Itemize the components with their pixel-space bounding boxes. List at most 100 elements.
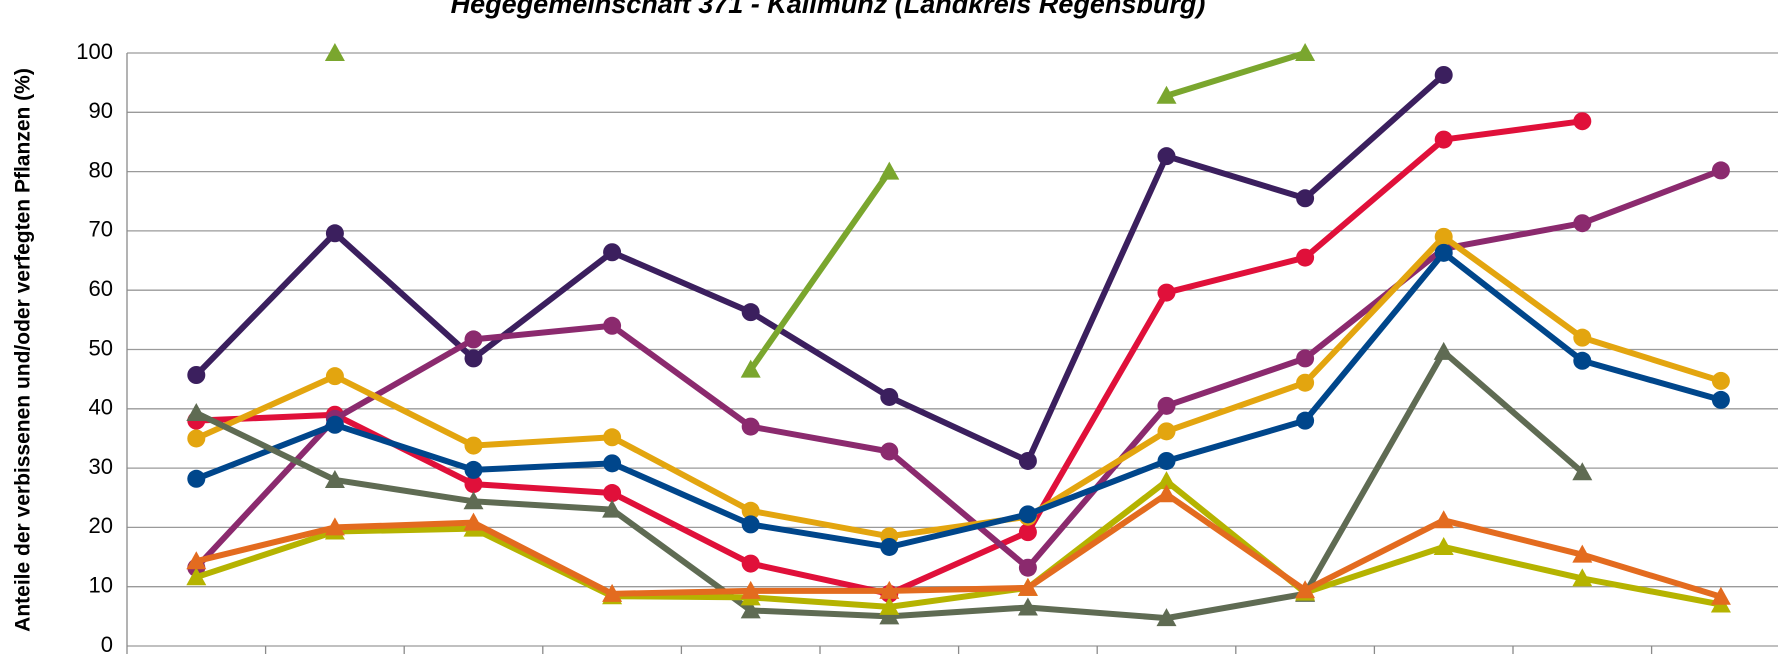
point-marker	[740, 359, 761, 378]
point-marker	[325, 224, 344, 243]
point-marker	[463, 512, 484, 531]
point-marker	[1295, 580, 1316, 599]
point-marker	[464, 460, 483, 479]
series-line	[195, 233, 1722, 540]
point-marker	[187, 429, 206, 448]
y-tick-label: 30	[89, 454, 113, 479]
point-marker	[1573, 351, 1592, 370]
point-marker	[1295, 43, 1316, 61]
point-marker	[1711, 371, 1730, 390]
point-marker	[1017, 577, 1038, 596]
point-marker	[325, 415, 344, 434]
point-marker	[1434, 227, 1453, 246]
point-marker	[880, 537, 899, 556]
y-tick-label: 20	[89, 513, 113, 538]
series-line	[195, 491, 1722, 600]
point-marker	[1433, 536, 1454, 555]
point-marker	[1157, 451, 1176, 470]
series-line	[195, 249, 1722, 550]
series-line	[194, 72, 1446, 464]
point-marker	[741, 303, 760, 322]
point-marker	[324, 517, 345, 536]
point-marker	[1434, 130, 1453, 149]
point-marker	[186, 402, 207, 421]
point-marker	[1573, 112, 1592, 131]
point-marker	[1573, 214, 1592, 233]
point-marker	[1156, 608, 1177, 627]
point-marker	[1296, 189, 1315, 208]
point-marker	[741, 515, 760, 534]
y-tick-label: 50	[89, 335, 113, 360]
series-line	[195, 478, 1722, 610]
point-marker	[1710, 586, 1731, 605]
point-marker	[1433, 510, 1454, 529]
point-marker	[1296, 411, 1315, 430]
point-marker	[464, 349, 483, 368]
y-axis-label: Anteile der verbissenen und/oder verfegt…	[12, 68, 35, 632]
y-tick-label: 90	[89, 98, 113, 123]
point-marker	[1572, 544, 1593, 563]
y-tick-label: 10	[89, 573, 113, 598]
series-line	[748, 50, 1306, 372]
point-marker	[186, 551, 207, 570]
point-marker	[740, 580, 761, 599]
point-marker	[1711, 161, 1730, 180]
y-tick-label: 80	[89, 157, 113, 182]
point-marker	[603, 243, 622, 262]
y-tick-label: 60	[89, 276, 113, 301]
y-tick-label: 0	[101, 632, 113, 654]
point-marker	[1572, 568, 1593, 587]
y-tick-label: 40	[89, 395, 113, 420]
point-marker	[1434, 65, 1453, 84]
point-marker	[1156, 85, 1177, 104]
point-marker	[1018, 505, 1037, 524]
point-marker	[1296, 248, 1315, 267]
point-marker	[1156, 484, 1177, 503]
point-marker	[463, 491, 484, 510]
point-marker	[464, 330, 483, 349]
point-marker	[603, 428, 622, 447]
point-marker	[741, 554, 760, 573]
point-marker	[1017, 597, 1038, 616]
point-marker	[603, 316, 622, 335]
point-marker	[1157, 422, 1176, 441]
point-marker	[187, 365, 206, 384]
point-marker	[324, 43, 345, 61]
point-marker	[880, 442, 899, 461]
point-marker	[741, 417, 760, 436]
y-tick-label: 100	[76, 39, 113, 64]
point-marker	[1157, 283, 1176, 302]
point-marker	[1157, 147, 1176, 166]
point-marker	[880, 387, 899, 406]
point-marker	[1573, 328, 1592, 347]
point-marker	[1434, 243, 1453, 262]
point-marker	[325, 367, 344, 386]
point-marker	[464, 436, 483, 455]
point-marker	[602, 499, 623, 518]
point-marker	[324, 469, 345, 488]
point-marker	[1433, 341, 1454, 360]
point-marker	[1018, 523, 1037, 542]
point-marker	[602, 583, 623, 602]
point-marker	[603, 484, 622, 503]
series-line	[194, 167, 1722, 571]
point-marker	[1157, 396, 1176, 415]
point-marker	[1711, 390, 1730, 409]
y-tick-label: 70	[89, 217, 113, 242]
point-marker	[879, 161, 900, 180]
point-marker	[741, 501, 760, 520]
point-marker	[187, 469, 206, 488]
point-marker	[186, 567, 207, 586]
chart-title: Hegegemeinschaft 371 - Kallmünz (Landkre…	[451, 0, 1206, 19]
point-marker	[879, 580, 900, 599]
point-marker	[879, 606, 900, 625]
point-marker	[1296, 349, 1315, 368]
point-marker	[464, 475, 483, 494]
point-marker	[1572, 462, 1593, 481]
point-marker	[1156, 471, 1177, 490]
point-marker	[1018, 451, 1037, 470]
point-marker	[603, 454, 622, 473]
point-marker	[740, 600, 761, 619]
point-marker	[1296, 373, 1315, 392]
